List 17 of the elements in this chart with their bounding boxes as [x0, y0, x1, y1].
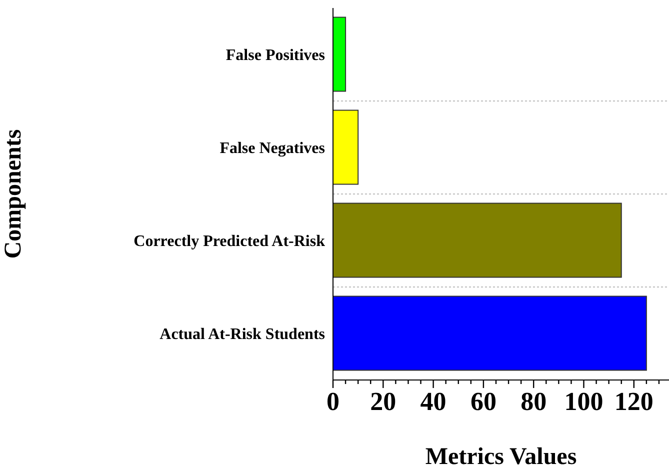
x-tick-label: 20 [370, 387, 396, 416]
bar [333, 296, 647, 371]
y-tick-label: False Negatives [220, 140, 325, 158]
x-axis-title: Metrics Values [425, 444, 577, 468]
bar [333, 202, 622, 278]
x-tick-label: 0 [326, 387, 340, 416]
x-tick-label: 40 [420, 387, 446, 416]
y-tick-label: Actual At-Risk Students [160, 326, 325, 344]
y-tick-label: False Positives [226, 47, 325, 64]
x-tick-label: 60 [470, 387, 496, 416]
y-axis-title: Components [0, 129, 27, 259]
y-tick-label: Correctly Predicted At-Risk [134, 233, 326, 250]
bar [333, 16, 346, 92]
bar [333, 110, 359, 185]
x-tick-label: 100 [564, 387, 604, 416]
x-tick-label: 120 [614, 387, 654, 416]
x-tick-label: 80 [520, 387, 547, 416]
